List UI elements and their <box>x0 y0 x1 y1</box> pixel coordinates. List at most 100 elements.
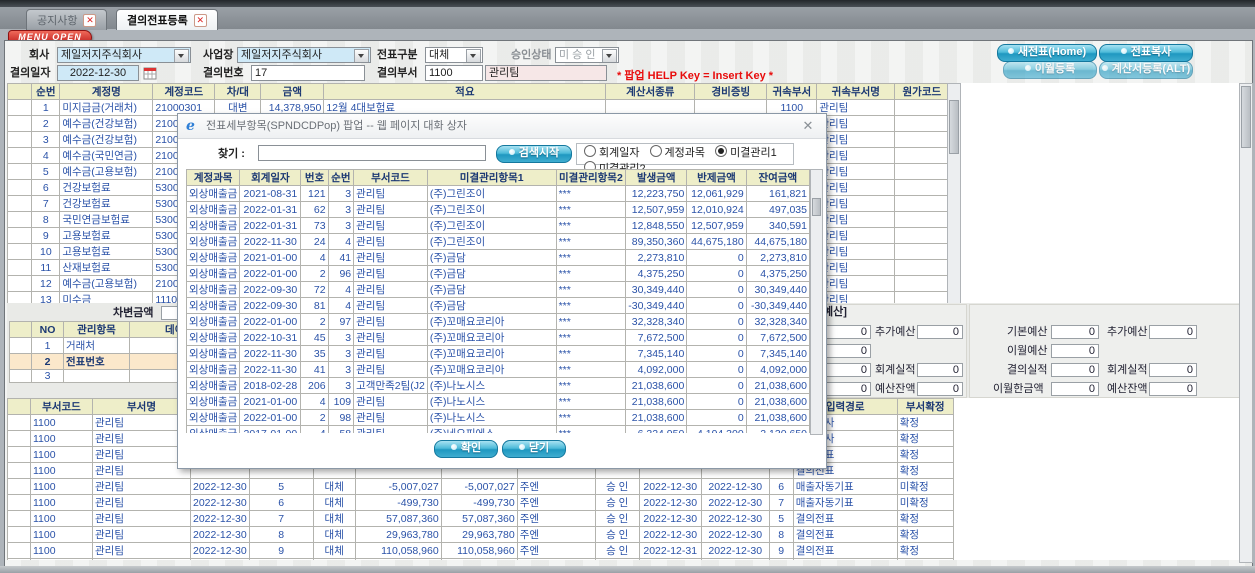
cell[interactable]: (주)금담 <box>426 281 557 298</box>
cell[interactable]: 관리팀 <box>816 115 896 132</box>
cell[interactable] <box>7 430 31 447</box>
cell[interactable]: 2022-12-30 <box>638 526 702 543</box>
cell[interactable]: 121 <box>300 185 329 202</box>
cell[interactable]: 12,507,959 <box>686 217 747 234</box>
cell[interactable]: 2022-11-30 <box>239 233 302 250</box>
cell[interactable]: 4 <box>31 147 61 164</box>
cell[interactable]: 관리팀 <box>92 414 191 431</box>
cell[interactable]: 44,675,180 <box>686 233 747 250</box>
budget-left-acct-box[interactable]: 0 <box>917 363 963 377</box>
cell[interactable]: 1100 <box>766 99 818 116</box>
cell[interactable]: 44,675,180 <box>745 233 810 250</box>
cell[interactable]: 외상매출금 <box>186 313 241 330</box>
search-start-button[interactable]: 검색시작 <box>496 145 572 163</box>
cell[interactable]: 관리팀 <box>353 217 428 234</box>
cell[interactable]: 41 <box>327 249 355 266</box>
chevron-down-icon[interactable] <box>174 49 189 62</box>
cell[interactable]: 4 <box>327 281 355 298</box>
cell[interactable] <box>894 147 950 164</box>
cell[interactable]: 21,038,600 <box>745 393 810 410</box>
cell[interactable] <box>7 195 33 212</box>
cell[interactable]: 결의전표 <box>792 526 898 543</box>
budget-left-remain-box[interactable]: 0 <box>917 382 963 396</box>
cell[interactable]: 대체 <box>312 542 356 559</box>
cell[interactable]: 2022-12-30 <box>700 494 770 511</box>
cell[interactable]: 8 <box>248 526 314 543</box>
cell[interactable]: 2022-12-31 <box>638 542 702 559</box>
cell[interactable]: 1100 <box>30 494 93 511</box>
cell[interactable]: 110,058,960 <box>354 542 442 559</box>
cell[interactable]: *** <box>555 425 627 433</box>
cell[interactable]: 외상매출금 <box>186 297 241 314</box>
cell[interactable]: 72 <box>300 281 329 298</box>
cell[interactable]: 2022-12-30 <box>190 526 250 543</box>
cell[interactable]: 7,672,500 <box>745 329 810 346</box>
search-input[interactable] <box>258 145 486 161</box>
scrollbar-thumb[interactable] <box>949 100 959 154</box>
cell[interactable] <box>894 195 950 212</box>
cell[interactable] <box>7 510 31 527</box>
cell[interactable]: 관리팀 <box>353 409 428 426</box>
cell[interactable]: 관리팀 <box>92 478 191 495</box>
cell[interactable]: 승 인 <box>594 526 640 543</box>
cell[interactable]: 2022-10-31 <box>239 329 302 346</box>
cell[interactable]: -30,349,440 <box>745 297 810 314</box>
cell[interactable]: 1100 <box>30 462 93 479</box>
cell[interactable]: 7 <box>31 195 61 212</box>
cell[interactable] <box>63 369 130 383</box>
cell[interactable]: 외상매출금 <box>186 233 241 250</box>
cell[interactable]: 21,038,600 <box>745 409 810 426</box>
cell[interactable]: 관리팀 <box>353 345 428 362</box>
cell[interactable]: 73 <box>300 217 329 234</box>
cell[interactable] <box>7 259 33 276</box>
cell[interactable]: 고객만족2팀(J2 <box>353 377 428 394</box>
table-row[interactable]: 외상매출금 2022-01-00 2 97 관리팀 (주)꼬매요코리아 *** 32,328,… <box>186 313 810 330</box>
cell[interactable]: 1 <box>31 337 64 354</box>
cell[interactable]: 거래처 <box>63 337 130 354</box>
budget-carried-box[interactable]: 0 <box>1051 382 1099 396</box>
cell[interactable]: 관리팀 <box>353 185 428 202</box>
cell[interactable]: 관리팀 <box>353 201 428 218</box>
cell[interactable]: 예수금(건강보험) <box>59 115 154 132</box>
cell[interactable]: 2022-11-30 <box>239 361 302 378</box>
cell[interactable]: 0 <box>686 249 747 266</box>
cell[interactable]: 96 <box>327 265 355 282</box>
cell[interactable]: 주엔 <box>516 510 596 527</box>
cell[interactable]: 12,223,750 <box>625 185 688 202</box>
cell[interactable]: 관리팀 <box>353 297 428 314</box>
cell[interactable] <box>7 542 31 559</box>
cell[interactable]: 4 <box>300 249 329 266</box>
cell[interactable]: (주)나노시스 <box>426 377 557 394</box>
cell[interactable]: 2022-12-30 <box>190 542 250 559</box>
cell[interactable]: 1100 <box>30 542 93 559</box>
cell[interactable]: 0 <box>686 281 747 298</box>
cell[interactable]: 2 <box>300 313 329 330</box>
cell[interactable]: 0 <box>686 345 747 362</box>
cell[interactable]: 외상매출금 <box>186 393 241 410</box>
cell[interactable] <box>7 147 33 164</box>
cell[interactable]: 3 <box>327 361 355 378</box>
cell[interactable]: 2021-01-00 <box>239 393 302 410</box>
cell[interactable]: 49,720 <box>354 558 442 560</box>
cell[interactable]: 0 <box>686 313 747 330</box>
cell[interactable]: 예수금(건강보험) <box>59 131 154 148</box>
cell[interactable]: 2022-01-31 <box>239 217 302 234</box>
cell[interactable]: 승 인 <box>594 542 640 559</box>
cell[interactable]: 관리팀 <box>816 211 896 228</box>
cell[interactable]: 497,035 <box>745 201 810 218</box>
cell[interactable]: 외상매출금 <box>186 361 241 378</box>
cell[interactable]: 10 <box>768 558 794 560</box>
cell[interactable]: 109 <box>327 393 355 410</box>
cell[interactable]: 2 <box>31 115 61 132</box>
cell[interactable]: 외상매출금 <box>186 425 241 433</box>
cell[interactable] <box>894 211 950 228</box>
confirm-button[interactable]: 확인 <box>434 440 498 458</box>
cell[interactable]: 2022-12-30 <box>700 526 770 543</box>
cell[interactable] <box>7 179 33 196</box>
cell[interactable]: 외상매출금 <box>186 377 241 394</box>
cell[interactable]: 29,963,780 <box>440 526 518 543</box>
cell[interactable]: 2022-09-30 <box>239 297 302 314</box>
table-row[interactable]: 외상매출금 2021-01-00 4 109 관리팀 (주)나노시스 *** 21,038,6… <box>186 393 810 410</box>
cell[interactable]: 관리팀 <box>816 275 896 292</box>
